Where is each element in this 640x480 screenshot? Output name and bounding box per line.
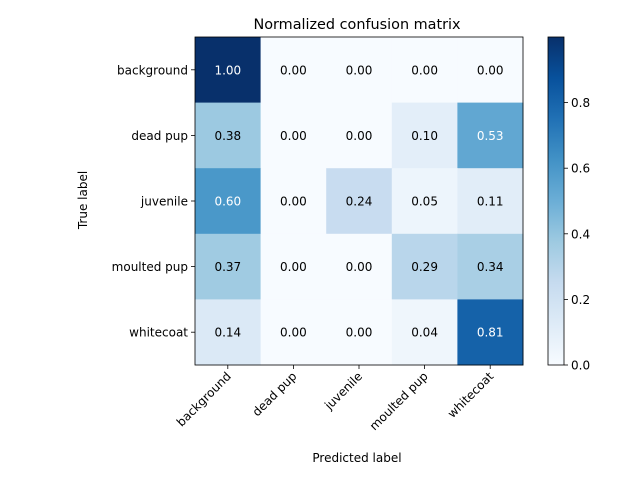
heatmap-cell-moulted-pup-moulted-pup	[391, 233, 458, 300]
heatmap-cell-background-moulted-pup	[391, 37, 458, 104]
cell-value-label: 0.37	[214, 260, 241, 274]
cell-value-label: 0.81	[477, 326, 504, 340]
cell-value-label: 0.00	[346, 63, 373, 77]
cell-value-label: 0.00	[280, 129, 307, 143]
x-tick-label-background: background	[174, 369, 234, 429]
colorbar-tick-label: 0.8	[571, 96, 590, 110]
heatmap-cell-juvenile-background	[195, 168, 262, 235]
cell-value-label: 0.34	[477, 260, 504, 274]
x-axis-label: Predicted label	[312, 451, 401, 465]
y-tick-label-whitecoat: whitecoat	[129, 326, 188, 340]
heatmap-cell-juvenile-juvenile	[326, 168, 393, 235]
colorbar-tick-label: 0.2	[571, 293, 590, 307]
x-tick-label-dead-pup: dead pup	[250, 369, 300, 419]
cell-value-label: 0.00	[280, 260, 307, 274]
cell-value-label: 0.00	[280, 195, 307, 209]
heatmap-cell-dead-pup-background	[195, 102, 262, 169]
cell-value-label: 0.10	[411, 129, 438, 143]
heatmap-cell-background-juvenile	[326, 37, 393, 104]
heatmap-cell-moulted-pup-juvenile	[326, 233, 393, 300]
heatmap-cell-dead-pup-whitecoat	[457, 102, 524, 169]
x-tick-label-whitecoat: whitecoat	[445, 369, 497, 421]
x-axis-ticks: background dead pup juvenile moulted pup whi…	[174, 365, 497, 433]
heatmap-cells	[195, 37, 524, 366]
heatmap-cell-moulted-pup-background	[195, 233, 262, 300]
cell-value-label: 0.14	[214, 326, 241, 340]
heatmap-cell-background-whitecoat	[457, 37, 524, 104]
colorbar-tick-label: 0.6	[571, 162, 590, 176]
colorbar-ticks: 0.0 0.2 0.4 0.6 0.8	[564, 96, 590, 373]
heatmap-cell-juvenile-whitecoat	[457, 168, 524, 235]
cell-value-label: 0.04	[411, 326, 438, 340]
cell-value-label: 0.60	[214, 195, 241, 209]
cell-value-label: 0.00	[346, 326, 373, 340]
colorbar-tick-label: 0.0	[571, 359, 590, 373]
y-tick-label-background: background	[117, 63, 188, 77]
cell-value-label: 0.29	[411, 260, 438, 274]
heatmap-cell-dead-pup-moulted-pup	[391, 102, 458, 169]
heatmap-cell-whitecoat-whitecoat	[457, 299, 524, 366]
cell-value-label: 0.24	[346, 195, 373, 209]
cell-value-label: 0.00	[346, 129, 373, 143]
heatmap-cell-whitecoat-juvenile	[326, 299, 393, 366]
y-tick-label-juvenile: juvenile	[140, 195, 188, 209]
cell-value-label: 0.00	[280, 63, 307, 77]
cell-value-label: 0.00	[346, 260, 373, 274]
cell-value-label: 0.00	[477, 63, 504, 77]
heatmap-cell-juvenile-moulted-pup	[391, 168, 458, 235]
colorbar: 0.0 0.2 0.4 0.6 0.8	[547, 36, 590, 373]
y-tick-label-moulted-pup: moulted pup	[112, 260, 188, 274]
cell-value-label: 0.53	[477, 129, 504, 143]
heatmap-cell-background-background	[195, 37, 262, 104]
y-axis-label: True label	[76, 171, 90, 230]
cell-value-label: 0.38	[214, 129, 241, 143]
heatmap-cell-labels: 1.00 0.00 0.00 0.00 0.00 0.38 0.00 0.00 0.10 0.53…	[214, 63, 503, 339]
colorbar-gradient	[547, 36, 565, 366]
heatmap-cell-dead-pup-dead-pup	[260, 102, 327, 169]
y-tick-label-dead-pup: dead pup	[131, 129, 188, 143]
heatmap-cell-dead-pup-juvenile	[326, 102, 393, 169]
cell-value-label: 0.00	[411, 63, 438, 77]
cell-value-label: 1.00	[214, 63, 241, 77]
colorbar-tick-label: 0.4	[571, 227, 590, 241]
heatmap-cell-moulted-pup-dead-pup	[260, 233, 327, 300]
cell-value-label: 0.11	[477, 195, 504, 209]
cell-value-label: 0.05	[411, 195, 438, 209]
heatmap-cell-moulted-pup-whitecoat	[457, 233, 524, 300]
heatmap-cell-whitecoat-background	[195, 299, 262, 366]
y-axis-ticks: background dead pup juvenile moulted pup whi…	[112, 63, 195, 340]
heatmap-cell-whitecoat-dead-pup	[260, 299, 327, 366]
x-tick-label-juvenile: juvenile	[321, 369, 365, 413]
x-tick-label-moulted-pup: moulted pup	[367, 369, 431, 433]
heatmap-cell-juvenile-dead-pup	[260, 168, 327, 235]
chart-title: Normalized confusion matrix	[253, 17, 461, 33]
heatmap-cell-whitecoat-moulted-pup	[391, 299, 458, 366]
cell-value-label: 0.00	[280, 326, 307, 340]
heatmap-cell-background-dead-pup	[260, 37, 327, 104]
